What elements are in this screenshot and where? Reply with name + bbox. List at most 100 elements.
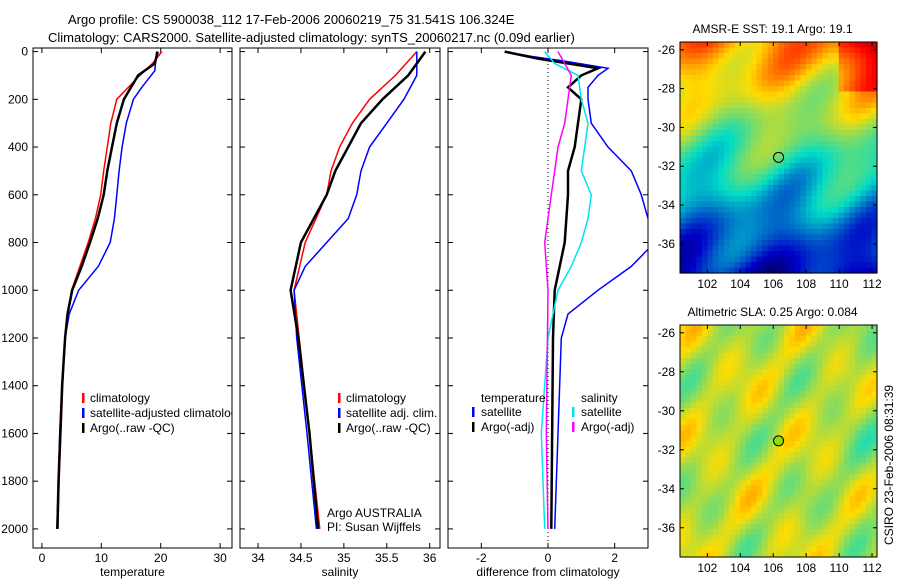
heatmap-cell <box>767 347 774 354</box>
heatmap-cell <box>740 157 747 164</box>
heatmap-cell <box>822 196 829 203</box>
heatmap-cell <box>701 474 708 481</box>
x-tick-label: 106 <box>763 277 783 291</box>
heatmap-cell <box>838 251 845 258</box>
heatmap-cell <box>685 363 692 370</box>
heatmap-cell <box>778 196 785 203</box>
heatmap-cell <box>789 546 796 553</box>
heatmap-cell <box>729 75 736 82</box>
heatmap-cell <box>800 119 807 126</box>
heatmap-cell <box>729 418 736 425</box>
heatmap-cell <box>800 185 807 192</box>
heatmap-cell <box>833 262 840 269</box>
heatmap-cell <box>838 369 845 376</box>
heatmap-cell <box>811 413 818 420</box>
heatmap-cell <box>860 418 867 425</box>
heatmap-cell <box>827 369 834 376</box>
heatmap-cell <box>784 402 791 409</box>
heatmap-cell <box>855 512 862 519</box>
heatmap-cell <box>827 352 834 359</box>
heatmap-cell <box>756 413 763 420</box>
heatmap-cell <box>811 385 818 392</box>
heatmap-cell <box>866 430 873 437</box>
heatmap-cell <box>866 540 873 547</box>
heatmap-cell <box>751 341 758 348</box>
heatmap-cell <box>773 391 780 398</box>
heatmap-cell <box>696 463 703 470</box>
heatmap-cell <box>740 69 747 76</box>
heatmap-cell <box>789 212 796 219</box>
heatmap-cell <box>855 212 862 219</box>
heatmap-cell <box>827 146 834 153</box>
heatmap-cell <box>690 374 697 381</box>
heatmap-cell <box>707 58 714 65</box>
heatmap-cell <box>690 75 697 82</box>
heatmap-cell <box>740 413 747 420</box>
heatmap-cell <box>740 240 747 247</box>
heatmap-cell <box>800 124 807 131</box>
heatmap-cell <box>794 190 801 197</box>
heatmap-cell <box>701 69 708 76</box>
heatmap-cell <box>690 174 697 181</box>
heatmap-cell <box>794 113 801 120</box>
heatmap-cell <box>680 141 687 148</box>
heatmap-cell <box>751 546 758 553</box>
heatmap-cell <box>707 540 714 547</box>
heatmap-cell <box>789 551 796 558</box>
heatmap-cell <box>701 446 708 453</box>
heatmap-cell <box>816 80 823 87</box>
heatmap-cell <box>723 262 730 269</box>
heatmap-cell <box>723 336 730 343</box>
x-tick-label: 102 <box>697 561 717 575</box>
heatmap-cell <box>805 64 812 71</box>
heatmap-cell <box>800 369 807 376</box>
heatmap-cell <box>849 391 856 398</box>
heatmap-cell <box>811 130 818 137</box>
heatmap-cell <box>729 363 736 370</box>
heatmap-cell <box>784 546 791 553</box>
heatmap-cell <box>827 518 834 525</box>
heatmap-cell <box>822 58 829 65</box>
heatmap-cell <box>871 490 878 497</box>
heatmap-cell <box>805 75 812 82</box>
heatmap-cell <box>712 157 719 164</box>
heatmap-cell <box>685 352 692 359</box>
heatmap-cell <box>784 256 791 263</box>
heatmap-cell <box>838 229 845 236</box>
heatmap-cell <box>816 518 823 525</box>
heatmap-cell <box>866 358 873 365</box>
heatmap-cell <box>751 53 758 60</box>
heatmap-cell <box>871 512 878 519</box>
heatmap-cell <box>707 229 714 236</box>
heatmap-cell <box>745 267 752 274</box>
heatmap-cell <box>773 174 780 181</box>
heatmap-cell <box>838 157 845 164</box>
heatmap-cell <box>811 212 818 219</box>
heatmap-cell <box>701 374 708 381</box>
heatmap-cell <box>816 523 823 530</box>
y-tick-label: -34 <box>658 198 676 212</box>
legend-label: satellite <box>481 405 522 419</box>
heatmap-cell <box>833 341 840 348</box>
heatmap-cell <box>866 168 873 175</box>
heatmap-cell <box>707 141 714 148</box>
heatmap-cell <box>718 163 725 170</box>
heatmap-cell <box>712 229 719 236</box>
legend-header: temperature <box>481 391 546 405</box>
heatmap-cell <box>849 551 856 558</box>
heatmap-cell <box>680 474 687 481</box>
heatmap-cell <box>740 168 747 175</box>
heatmap-cell <box>685 424 692 431</box>
heatmap-cell <box>855 157 862 164</box>
heatmap-cell <box>849 380 856 387</box>
heatmap-cell <box>745 418 752 425</box>
heatmap-cell <box>756 496 763 503</box>
heatmap-cell <box>805 174 812 181</box>
heatmap-cell <box>734 402 741 409</box>
heatmap-cell <box>794 124 801 131</box>
heatmap-cell <box>800 102 807 109</box>
heatmap-cell <box>723 330 730 337</box>
heatmap-cell <box>833 352 840 359</box>
heatmap-cell <box>800 407 807 414</box>
heatmap-cell <box>822 102 829 109</box>
